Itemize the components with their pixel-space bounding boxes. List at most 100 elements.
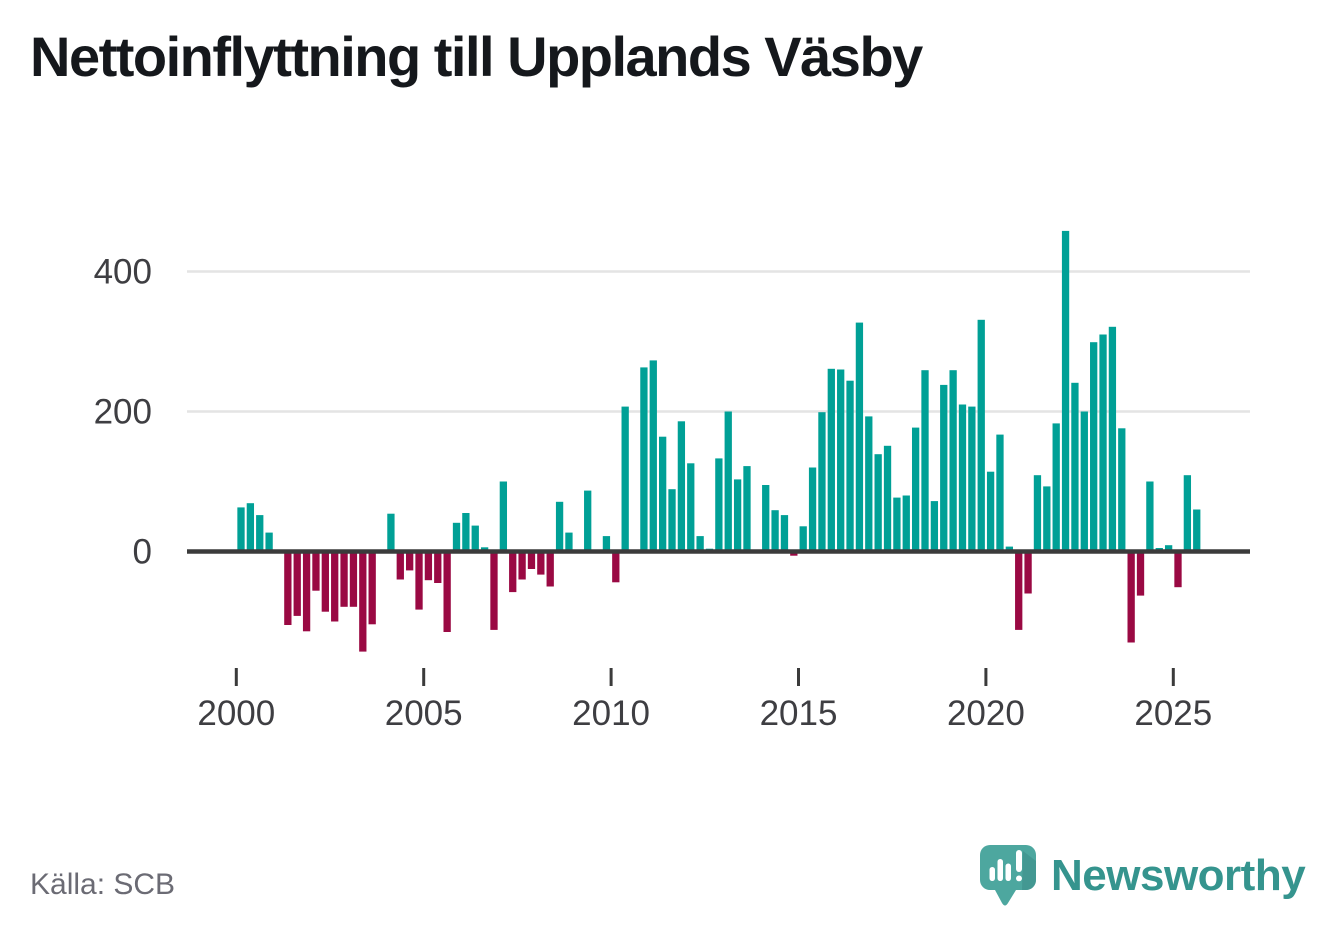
bar-2006q4	[490, 551, 498, 630]
bar-2001q3	[293, 551, 301, 616]
bar-2023q4	[1127, 551, 1135, 643]
bar-2022q1	[1061, 230, 1070, 552]
bar-2025q2	[1183, 475, 1192, 552]
y-tick-label-0: 0	[133, 533, 152, 572]
bar-2024q4	[1164, 545, 1173, 552]
bar-2018q3	[930, 501, 939, 552]
bar-2017q3	[893, 497, 901, 552]
bar-2021q4	[1052, 423, 1060, 552]
bar-2001q4	[302, 551, 311, 632]
bar-2002q3	[331, 551, 339, 622]
bar-2011q3	[668, 489, 676, 552]
bar-2007q4	[527, 551, 536, 569]
bar-2017q4	[902, 495, 910, 552]
bar-2003q2	[359, 551, 367, 652]
bar-2006q1	[462, 513, 470, 552]
bar-2008q4	[565, 532, 573, 552]
bar-2012q1	[687, 463, 695, 552]
bar-2010q2	[621, 406, 629, 552]
bar-2020q3	[1005, 546, 1013, 552]
bar-2025q3	[1193, 509, 1201, 552]
bar-2015q1	[799, 526, 807, 552]
bar-2024q1	[1136, 551, 1145, 596]
bar-2005q3	[443, 551, 451, 632]
x-tick-label-2015: 2015	[760, 694, 838, 733]
bar-2022q3	[1080, 411, 1088, 552]
bar-2007q2	[509, 551, 517, 593]
bar-2016q4	[865, 416, 873, 552]
bar-2002q4	[340, 551, 348, 607]
bar-2005q1	[424, 551, 433, 581]
bar-2004q1	[387, 513, 395, 552]
bar-2008q3	[555, 501, 564, 552]
bar-2014q3	[780, 515, 789, 552]
bar-2012q4	[715, 458, 723, 552]
bar-2024q2	[1146, 481, 1154, 552]
bar-2000q1	[237, 507, 245, 552]
bar-chart-speech-bubble-icon	[980, 845, 1036, 906]
bar-2016q3	[855, 322, 864, 552]
bar-2020q2	[996, 434, 1004, 552]
bar-2018q4	[940, 384, 948, 552]
bar-2014q2	[771, 510, 779, 552]
bar-2016q2	[846, 380, 854, 552]
newsworthy-wordmark: Newsworthy	[1051, 851, 1306, 900]
bar-2014q1	[762, 485, 770, 552]
bar-2022q2	[1071, 382, 1079, 552]
x-tick-label-2005: 2005	[385, 694, 463, 733]
bar-2021q2	[1033, 475, 1042, 552]
newsworthy-logo: Newsworthy	[980, 845, 1306, 915]
bar-2017q2	[883, 445, 892, 552]
bar-2015q3	[818, 412, 826, 552]
bar-2010q4	[640, 367, 648, 552]
bar-2011q1	[649, 360, 657, 552]
bar-2021q3	[1043, 486, 1051, 552]
bar-2004q4	[415, 551, 423, 610]
bar-2000q3	[256, 515, 264, 552]
source-caption: Källa: SCB	[30, 868, 176, 901]
bar-2019q1	[949, 370, 957, 552]
bar-2004q2	[396, 551, 404, 580]
bar-2009q4	[602, 536, 611, 552]
x-tick-label-2010: 2010	[572, 694, 650, 733]
bar-2013q3	[743, 466, 751, 552]
bar-2008q2	[546, 551, 554, 587]
bar-2006q2	[471, 525, 479, 552]
bar-2000q2	[246, 503, 255, 552]
bar-2019q2	[958, 404, 967, 552]
bar-2025q1	[1174, 551, 1182, 588]
x-tick-label-2000: 2000	[197, 694, 275, 733]
chart-title: Nettoinflyttning till Upplands Väsby	[30, 25, 923, 88]
bar-2003q1	[349, 551, 358, 607]
bar-2020q1	[986, 471, 995, 552]
bar-2011q2	[659, 436, 667, 552]
bar-2002q2	[321, 551, 329, 612]
bar-2000q4	[265, 532, 273, 552]
bar-2001q2	[284, 551, 292, 625]
bar-2017q1	[874, 454, 882, 552]
bar-2011q4	[677, 421, 686, 552]
bar-2023q3	[1118, 428, 1126, 552]
bar-2005q4	[452, 522, 461, 552]
bar-2023q1	[1099, 334, 1107, 552]
bar-2009q2	[584, 490, 592, 552]
bar-2007q1	[499, 481, 508, 552]
bar-2008q1	[537, 551, 545, 575]
bar-2012q2	[696, 536, 704, 552]
bar-2013q2	[733, 479, 742, 552]
bar-2005q2	[434, 551, 442, 583]
bar-2007q3	[518, 551, 526, 580]
bar-2021q1	[1024, 551, 1032, 594]
bar-2002q1	[312, 551, 320, 591]
bar-2018q2	[921, 370, 929, 552]
bar-2020q4	[1015, 551, 1023, 630]
bar-2019q4	[977, 319, 985, 552]
y-tick-label-200: 200	[94, 393, 152, 432]
bar-2023q2	[1108, 326, 1117, 552]
x-tick-label-2025: 2025	[1134, 694, 1212, 733]
bar-2013q1	[724, 411, 732, 552]
bar-2022q4	[1090, 342, 1098, 552]
bar-2015q2	[808, 467, 817, 552]
